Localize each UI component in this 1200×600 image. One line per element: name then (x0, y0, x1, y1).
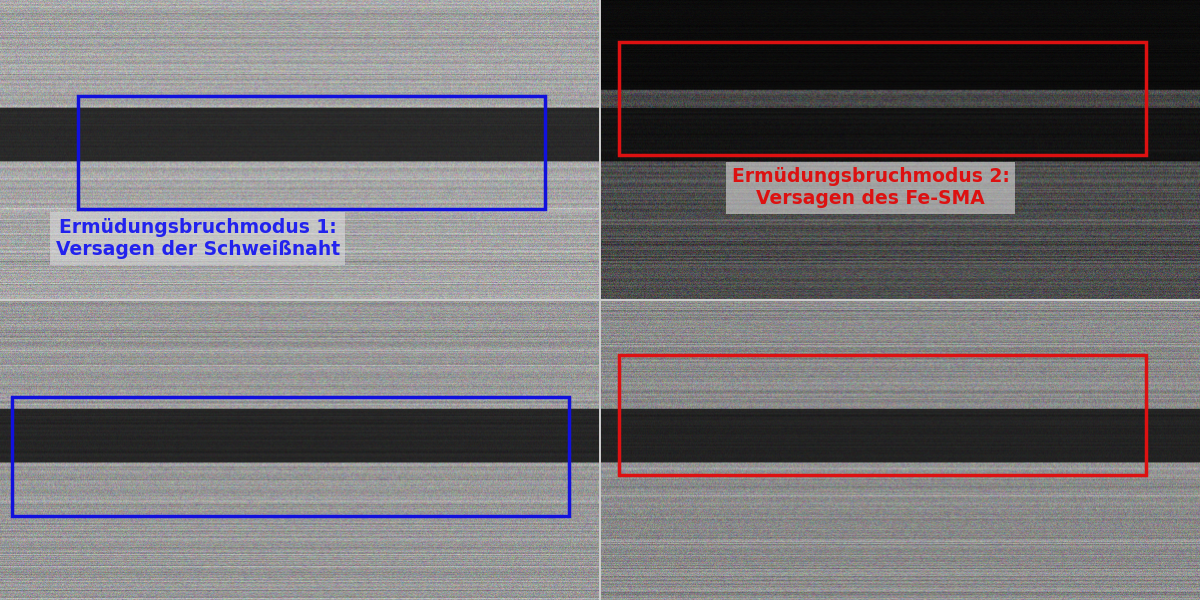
Bar (619, 355, 1146, 475)
Bar (12, 397, 569, 517)
Bar (619, 42, 1146, 155)
Text: Ermüdungsbruchmodus 1:
Versagen der Schweißnaht: Ermüdungsbruchmodus 1: Versagen der Schw… (55, 218, 340, 259)
Text: Ermüdungsbruchmodus 2:
Versagen des Fe-SMA: Ermüdungsbruchmodus 2: Versagen des Fe-S… (732, 167, 1009, 208)
Bar (78, 95, 545, 209)
